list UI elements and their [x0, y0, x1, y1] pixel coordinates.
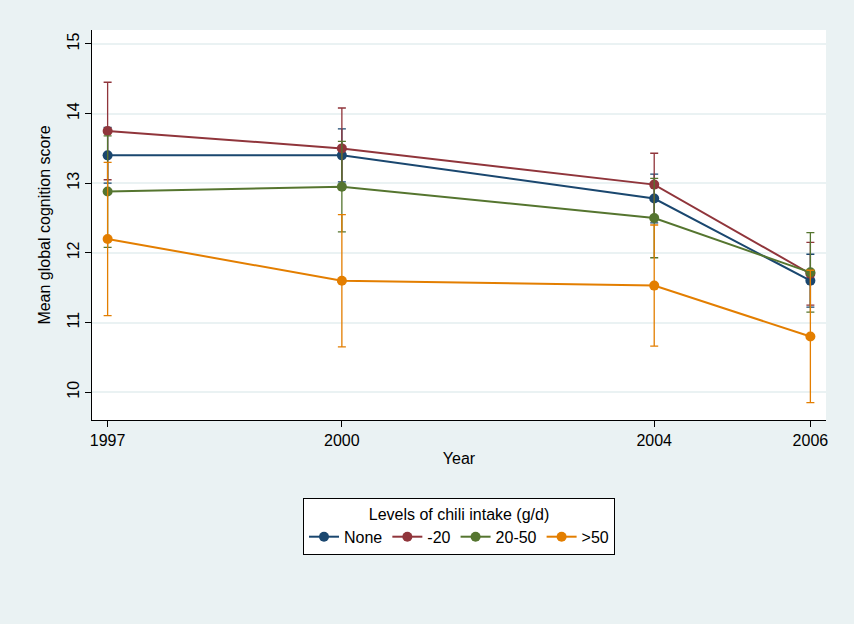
- svg-text:2006: 2006: [793, 432, 829, 449]
- svg-text:15: 15: [65, 33, 82, 51]
- svg-text:10: 10: [65, 381, 82, 399]
- svg-text:11: 11: [65, 312, 82, 329]
- svg-text:>50: >50: [582, 529, 609, 546]
- svg-text:2000: 2000: [324, 432, 360, 449]
- svg-text:1997: 1997: [90, 432, 126, 449]
- svg-text:None: None: [344, 529, 382, 546]
- svg-text:14: 14: [65, 102, 82, 120]
- svg-text:12: 12: [65, 241, 82, 259]
- svg-text:-20: -20: [427, 529, 450, 546]
- svg-text:2004: 2004: [636, 432, 672, 449]
- svg-text:13: 13: [65, 172, 82, 190]
- svg-text:Year: Year: [443, 450, 476, 467]
- svg-text:20-50: 20-50: [496, 529, 537, 546]
- svg-text:Mean global cognition score: Mean global cognition score: [36, 125, 53, 324]
- svg-text:Levels of chili intake (g/d): Levels of chili intake (g/d): [369, 506, 550, 523]
